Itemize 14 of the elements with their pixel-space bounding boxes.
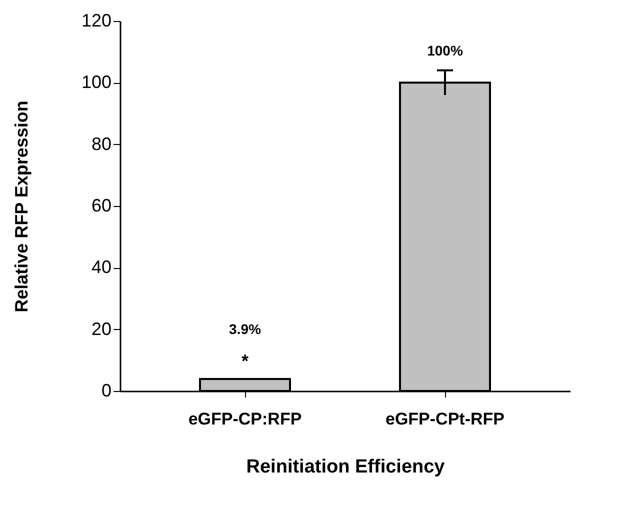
y-tick-label: 80 <box>91 134 112 154</box>
x-tick-label: eGFP-CPt-RFP <box>386 410 504 428</box>
y-tick-label: 120 <box>81 10 112 30</box>
y-tick-label: 40 <box>91 257 112 278</box>
y-tick-label: 100 <box>81 72 112 92</box>
y-tick-label: 0 <box>101 380 112 400</box>
y-tick-label: 60 <box>91 196 112 216</box>
annotation: * <box>241 350 249 371</box>
data-label: 3.9% <box>229 320 262 337</box>
y-axis-title: Relative RFP Expression <box>11 100 32 312</box>
data-label: 100% <box>427 42 464 58</box>
x-tick-label: eGFP-CP:RFP <box>188 410 302 428</box>
y-tick-label: 20 <box>91 318 112 339</box>
x-axis-title: Reinitiation Efficiency <box>246 456 446 478</box>
